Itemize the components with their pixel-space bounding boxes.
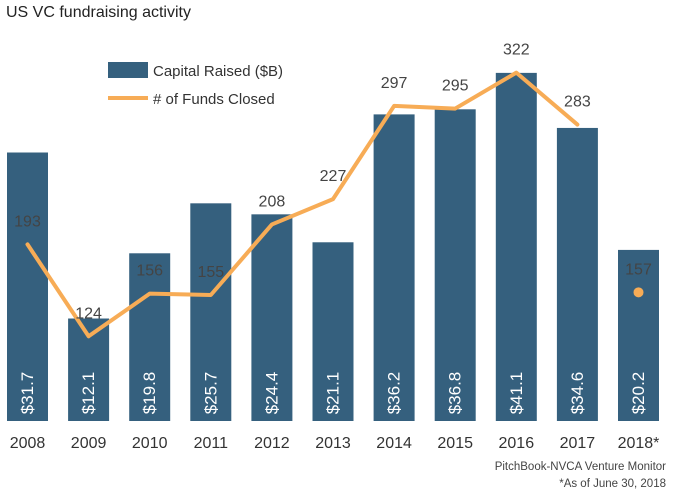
line-value-label: 124 bbox=[75, 305, 102, 322]
x-tick-label: 2012 bbox=[254, 435, 290, 452]
footnote: *As of June 30, 2018 bbox=[559, 478, 666, 490]
x-tick-label: 2010 bbox=[132, 435, 168, 452]
bar bbox=[495, 72, 537, 422]
bar bbox=[251, 214, 293, 421]
legend-line-label: # of Funds Closed bbox=[153, 91, 275, 108]
bar bbox=[7, 152, 48, 421]
x-tick-label: 2011 bbox=[194, 435, 229, 452]
bar-value-label: $21.1 bbox=[324, 372, 343, 415]
line-value-label: 295 bbox=[442, 78, 469, 95]
x-tick-label: 2008 bbox=[10, 435, 46, 452]
bar-value-label: $31.7 bbox=[18, 372, 37, 415]
chart-title: US VC fundraising activity bbox=[6, 4, 191, 21]
x-tick-label: 2009 bbox=[71, 435, 107, 452]
x-axis-tick-labels: 2008 2009 2010 2011 2012 2013 2014 2015 2016 2017… bbox=[10, 435, 660, 452]
bar-value-label: $24.4 bbox=[262, 372, 281, 415]
bar bbox=[618, 249, 659, 421]
line-value-label: 156 bbox=[136, 263, 163, 280]
line-value-labels: 193 124 156 155 208 227 297 295 322 283 157 bbox=[14, 42, 652, 323]
x-tick-label: 2017 bbox=[560, 435, 596, 452]
source-line: PitchBook-NVCA Venture Monitor bbox=[494, 461, 666, 473]
bar-value-labels: $31.7 $12.1 $19.8 $25.7 $24.4 $21.1 $36.2 $36.8… bbox=[18, 372, 648, 415]
bar-value-label: $34.6 bbox=[568, 372, 587, 415]
line-point-marker bbox=[633, 287, 644, 298]
bar bbox=[373, 114, 415, 422]
line-value-label: 208 bbox=[259, 193, 286, 210]
bar bbox=[190, 203, 232, 421]
line-value-label: 155 bbox=[197, 264, 224, 281]
legend-bar-label: Capital Raised ($B) bbox=[153, 63, 283, 80]
bar-value-label: $19.8 bbox=[140, 372, 159, 415]
bar bbox=[312, 242, 354, 421]
x-tick-label: 2016 bbox=[499, 435, 535, 452]
bar-value-label: $12.1 bbox=[79, 372, 98, 415]
line-value-label: 322 bbox=[503, 42, 530, 59]
line-value-label: 297 bbox=[381, 75, 408, 92]
bar-value-label: $36.8 bbox=[446, 372, 465, 415]
funds-line bbox=[25, 70, 580, 339]
line-value-label: 157 bbox=[625, 261, 652, 278]
bar-value-label: $25.7 bbox=[201, 372, 220, 415]
bar bbox=[434, 109, 476, 421]
source-note: PitchBook-NVCA Venture Monitor *As of Ju… bbox=[495, 459, 666, 493]
x-tick-label: 2013 bbox=[315, 435, 351, 452]
bar-value-label: $20.2 bbox=[629, 372, 648, 415]
legend: Capital Raised ($B) # of Funds Closed bbox=[108, 62, 283, 108]
legend-bar-swatch bbox=[108, 62, 148, 78]
bar bbox=[556, 127, 598, 422]
bar bbox=[129, 253, 171, 421]
x-tick-label: 2015 bbox=[437, 435, 473, 452]
bar-series bbox=[7, 72, 659, 422]
line-series bbox=[25, 70, 644, 339]
line-value-label: 283 bbox=[564, 94, 591, 111]
line-value-label: 193 bbox=[14, 213, 41, 230]
line-value-label: 227 bbox=[320, 168, 347, 185]
bar-value-label: $41.1 bbox=[507, 372, 526, 415]
x-tick-label: 2014 bbox=[376, 435, 412, 452]
x-tick-label: 2018* bbox=[618, 435, 660, 452]
bar-value-label: $36.2 bbox=[385, 372, 404, 415]
